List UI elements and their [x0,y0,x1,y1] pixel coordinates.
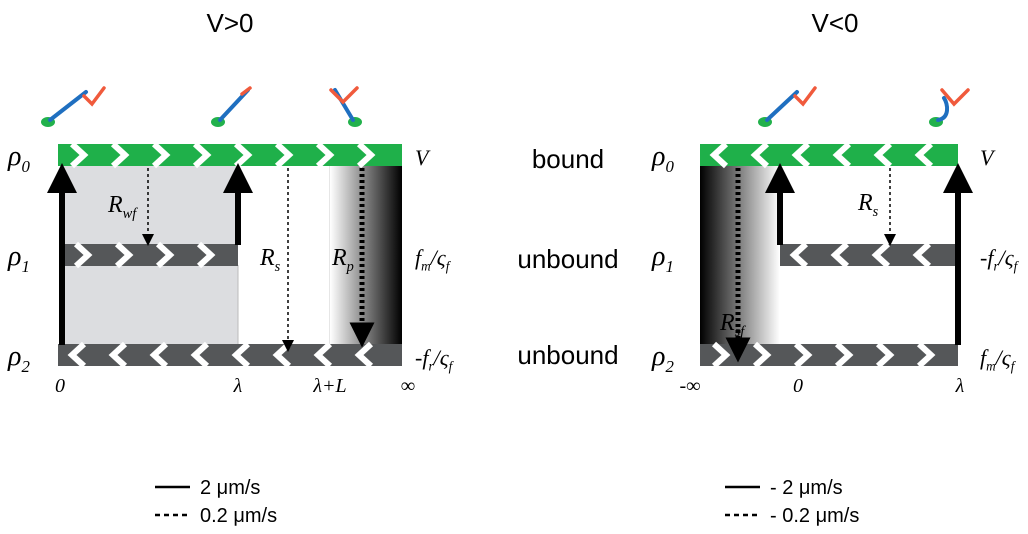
position-label: -∞ [680,375,701,397]
subscript: 1 [665,257,673,276]
motor-icons [41,88,968,127]
subscript: m [986,359,996,374]
state-label: ρ0 [7,141,30,176]
state-label: ρ2 [7,341,30,376]
state-name: unbound [517,340,618,370]
symbol: ρ [7,341,21,372]
symbol: R [107,192,123,218]
symbol: R [331,245,347,271]
panel-title: V<0 [812,8,859,38]
symbol: /ς [997,245,1015,270]
symbol: ρ [7,241,21,272]
state-label: ρ1 [7,241,30,276]
legend-label: 0.2 μm/s [200,505,277,527]
position-label: λ+L [312,375,346,397]
position-label: 0 [793,375,803,397]
state-name: unbound [517,244,618,274]
position-label: ∞ [401,375,415,397]
symbol: V [415,145,431,170]
position-label: λ [233,375,243,397]
panel-title: V>0 [207,8,254,38]
symbol: /ς [994,345,1012,370]
symbol: ρ [651,241,665,272]
symbol: R [259,245,275,271]
speed-label: -fr/ςf [980,245,1020,274]
subscript: f [1011,359,1017,374]
symbol: ρ [651,141,665,172]
track [58,144,402,166]
symbol: ρ [7,141,21,172]
subscript: s [275,259,281,275]
symbol: V [980,145,996,170]
speed-label: fm/ςf [980,345,1017,374]
rate-label: Rs [857,190,879,220]
speed-label: fm/ςf [415,245,452,274]
subscript: p [346,259,354,275]
legend-label: - 2 μm/s [770,477,843,499]
legend-label: - 0.2 μm/s [770,505,859,527]
symbol: R [857,190,873,216]
subscript: m [421,259,431,274]
subscript: f [1014,259,1020,274]
state-name: bound [532,144,604,174]
symbol: /ς [432,345,450,370]
symbol: R [719,310,735,336]
subscript: 0 [665,157,674,176]
diagram: V>0ρ0ρ1ρ2Vfm/ςf-fr/ςfRwfRsRp0λλ+L∞2 μm/s… [0,0,1028,534]
subscript: wf [123,206,139,222]
subscript: 2 [21,357,30,376]
speed-label: V [415,145,431,170]
subscript: 1 [21,257,29,276]
speed-label: V [980,145,996,170]
state-label: ρ0 [651,141,674,176]
subscript: 0 [21,157,30,176]
subscript: 2 [665,357,674,376]
state-label: ρ1 [651,241,674,276]
state-label: ρ2 [651,341,674,376]
position-label: λ [955,375,965,397]
rate-label: Rs [259,245,281,275]
subscript: s [873,204,879,220]
subscript: f [449,359,455,374]
speed-label: -fr/ςf [415,345,455,374]
subscript: f [446,259,452,274]
legend-label: 2 μm/s [200,477,260,499]
symbol: /ς [429,245,447,270]
symbol: ρ [651,341,665,372]
position-label: 0 [55,375,65,397]
